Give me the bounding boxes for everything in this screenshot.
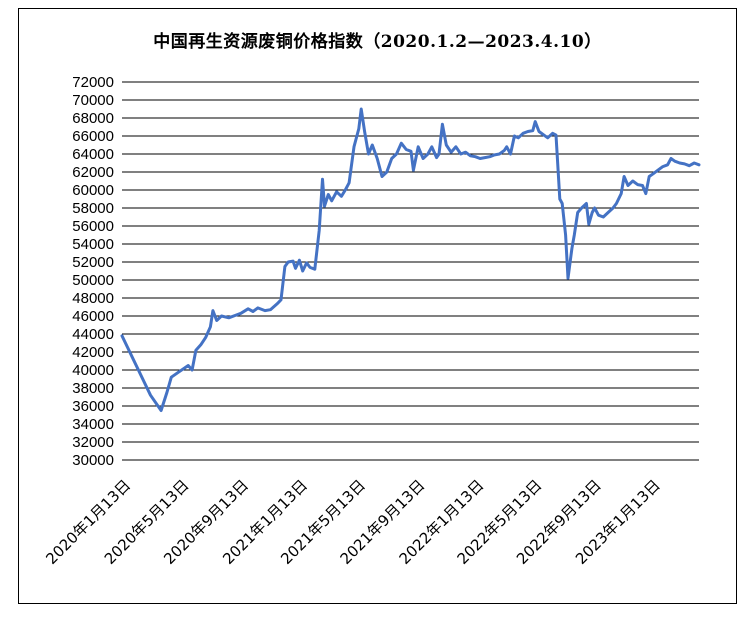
y-tick-label: 66000: [72, 128, 114, 145]
y-tick-label: 40000: [72, 362, 114, 379]
y-tick-label: 36000: [72, 398, 114, 415]
y-axis-tick-labels: 3000032000340003600038000400004200044000…: [72, 74, 114, 469]
chart-frame: [18, 8, 737, 604]
series-layer: [120, 107, 701, 412]
y-tick-label: 44000: [72, 326, 114, 343]
chart-title: 中国再生资源废铜价格指数（2020.1.2—2023.4.10）: [153, 32, 602, 52]
y-tick-label: 70000: [72, 92, 114, 109]
y-tick-label: 32000: [72, 434, 114, 451]
y-tick-label: 34000: [72, 416, 114, 433]
grid-lines: [122, 81, 699, 461]
y-tick-label: 64000: [72, 146, 114, 163]
y-tick-label: 42000: [72, 344, 114, 361]
x-axis-tick-labels: 2020年1月13日2020年5月13日2020年9月13日2021年1月13日…: [42, 476, 663, 568]
y-tick-label: 60000: [72, 182, 114, 199]
y-tick-label: 54000: [72, 236, 114, 253]
y-tick-label: 52000: [72, 254, 114, 271]
y-tick-label: 62000: [72, 164, 114, 181]
y-tick-label: 68000: [72, 110, 114, 127]
y-tick-label: 56000: [72, 218, 114, 235]
y-tick-label: 46000: [72, 308, 114, 325]
y-tick-label: 50000: [72, 272, 114, 289]
series-line: [120, 107, 701, 412]
y-tick-label: 72000: [72, 74, 114, 91]
y-tick-label: 38000: [72, 380, 114, 397]
y-tick-label: 58000: [72, 200, 114, 217]
y-tick-label: 30000: [72, 452, 114, 469]
y-tick-label: 48000: [72, 290, 114, 307]
